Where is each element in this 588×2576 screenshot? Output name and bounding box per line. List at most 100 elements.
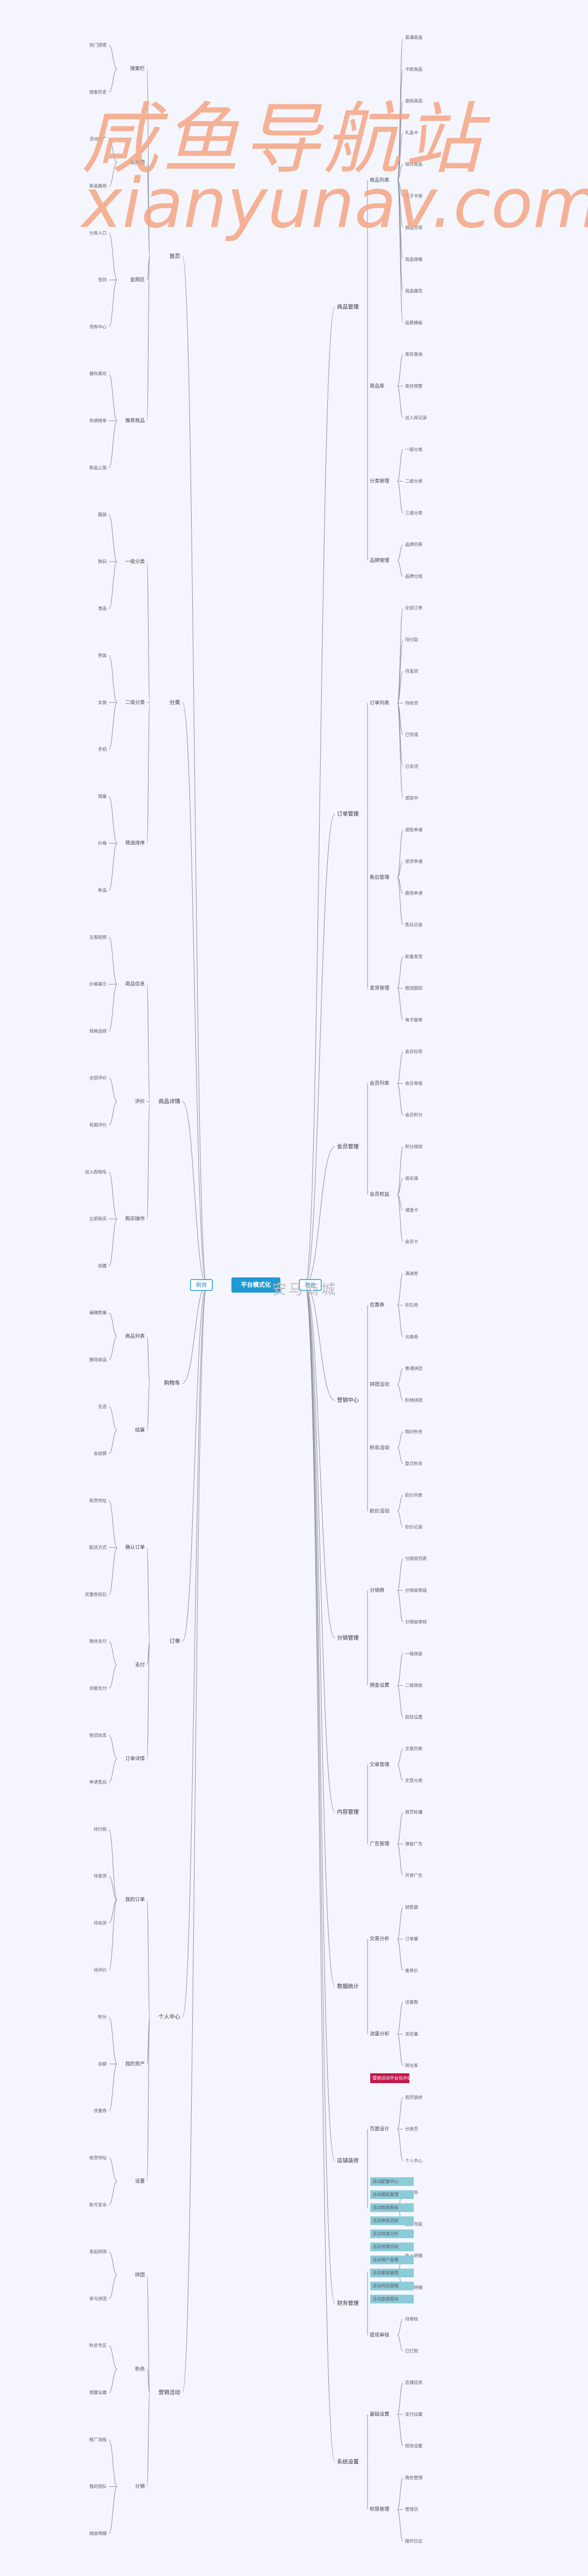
branch-node: 商品管理	[337, 303, 359, 310]
connector-line	[182, 702, 207, 1286]
leaf-node: 运费模板	[405, 320, 422, 325]
connector-line	[397, 180, 403, 292]
leaf-node: 待收货	[405, 700, 418, 706]
connector-line	[108, 1664, 118, 1689]
sub-branch-node: 售后管理	[370, 874, 389, 880]
leaf-node: 收货地址	[89, 1498, 107, 1503]
sub-branch-node: 筛选排序	[125, 840, 145, 847]
leaf-node: 待发货	[405, 669, 418, 674]
connector-line	[108, 1430, 118, 1454]
sub-branch-node: 设置	[135, 2178, 145, 2184]
connector-line	[397, 1368, 403, 1385]
leaf-node: 转化率	[405, 2063, 418, 2068]
connector-line	[146, 984, 150, 1102]
leaf-node: 会员积分	[405, 1112, 422, 1117]
connector-line	[108, 1735, 118, 1759]
highlight-red-box	[370, 2073, 409, 2083]
connector-line	[397, 2477, 403, 2510]
leaf-node: 领券中心	[89, 324, 107, 329]
sub-branch-node: 基础设置	[370, 2411, 389, 2417]
highlight-red-label: 营销活动平台化升级	[372, 2075, 412, 2081]
connector-line	[146, 1899, 150, 2018]
connector-line	[108, 2181, 118, 2206]
leaf-node: 支付设置	[405, 2411, 422, 2417]
leaf-node: 待评价	[94, 1967, 107, 1973]
connector-line	[108, 2486, 118, 2534]
leaf-node: 积分	[98, 2014, 107, 2019]
branch-node: 店铺装修	[337, 2157, 359, 2164]
sub-branch-node: 购买操作	[125, 1215, 145, 1222]
leaf-node: 服装	[98, 512, 107, 517]
connector-line	[397, 2509, 403, 2542]
leaf-node: 会员等级	[405, 1080, 422, 1086]
connector-line	[146, 1641, 150, 1665]
leaf-node: 全选	[98, 1404, 107, 1409]
leaf-node: 三级分类	[405, 510, 422, 515]
connector-line	[397, 560, 403, 577]
connector-line	[146, 1641, 150, 1759]
connector-line	[397, 1083, 403, 1116]
leaf-node: 分类入口	[89, 230, 107, 236]
connector-line	[397, 2382, 403, 2415]
sub-branch-node: 商品库	[370, 382, 384, 389]
leaf-node: 新品	[98, 887, 107, 893]
branch-node: 营销中心	[337, 1397, 359, 1404]
highlight-blue-label: 活动复盘报告	[372, 2296, 399, 2302]
connector-line	[108, 1219, 118, 1267]
connector-line	[304, 1284, 335, 1987]
sub-branch-node: 分类管理	[370, 478, 389, 484]
connector-line	[397, 2319, 403, 2336]
sub-branch-node: 商品列表	[370, 177, 389, 183]
connector-line	[397, 354, 403, 387]
connector-line	[108, 1899, 118, 1970]
connector-line	[304, 1146, 335, 1286]
connector-line	[304, 306, 335, 1286]
connector-line	[397, 449, 403, 482]
sub-branch-node: 优惠券	[370, 1302, 384, 1308]
leaf-node: 主图视频	[89, 934, 107, 940]
leaf-node: 退货申请	[405, 858, 422, 864]
sub-branch-node: 分销商	[370, 1587, 384, 1593]
sub-branch-node: 页面设计	[370, 2126, 389, 2132]
sub-branch-node: 商品信息	[125, 981, 145, 987]
connector-line	[108, 2369, 118, 2393]
connector-line	[397, 1431, 403, 1448]
sub-branch-node: 我的订单	[125, 1896, 145, 1902]
branch-node: 系统设置	[337, 2458, 359, 2465]
sub-branch-node: 广告管理	[370, 1840, 389, 1847]
branch-node: 商品详情	[158, 1098, 180, 1105]
leaf-node: 发起拼团	[89, 2249, 107, 2254]
leaf-node: 签到	[98, 277, 107, 282]
leaf-node: 猜你喜欢	[89, 371, 107, 376]
connector-line	[397, 180, 403, 323]
connector-line	[182, 1284, 207, 2018]
leaf-node: 分销商等级	[405, 1587, 427, 1593]
connector-line	[304, 1284, 335, 1813]
connector-line	[397, 671, 403, 703]
highlight-blue-box	[370, 2216, 414, 2225]
sub-branch-node: 一级分类	[125, 558, 145, 565]
sub-branch-node: 订单详情	[125, 1755, 145, 1762]
leaf-node: 我的团队	[89, 2484, 107, 2489]
sub-branch-node: 轮播图	[130, 159, 145, 165]
sub-branch-node: 文章管理	[370, 1761, 389, 1768]
connector-line	[108, 1078, 118, 1102]
leaf-node: 活动推广	[89, 136, 107, 141]
sub-branch-node: 商品列表	[125, 1333, 145, 1339]
sub-branch-node: 佣金设置	[370, 1682, 389, 1689]
branch-node: 订单管理	[337, 810, 359, 817]
connector-line	[146, 1101, 150, 1220]
leaf-node: 待付款	[94, 1826, 107, 1832]
connector-line	[108, 1171, 118, 1220]
connector-line	[146, 1547, 150, 1642]
highlight-blue-label: 活动风控策略	[372, 2283, 399, 2289]
connector-line	[397, 1812, 403, 1844]
sub-branch-node: 秒杀活动	[370, 1444, 389, 1451]
right-tag: 后台	[305, 1281, 316, 1288]
connector-line	[108, 2439, 118, 2487]
leaf-node: 删除商品	[89, 1357, 107, 1362]
connector-line	[397, 1685, 403, 1718]
leaf-node: 库存查询	[405, 351, 422, 357]
connector-line	[146, 1383, 150, 1431]
connector-line	[108, 655, 118, 703]
